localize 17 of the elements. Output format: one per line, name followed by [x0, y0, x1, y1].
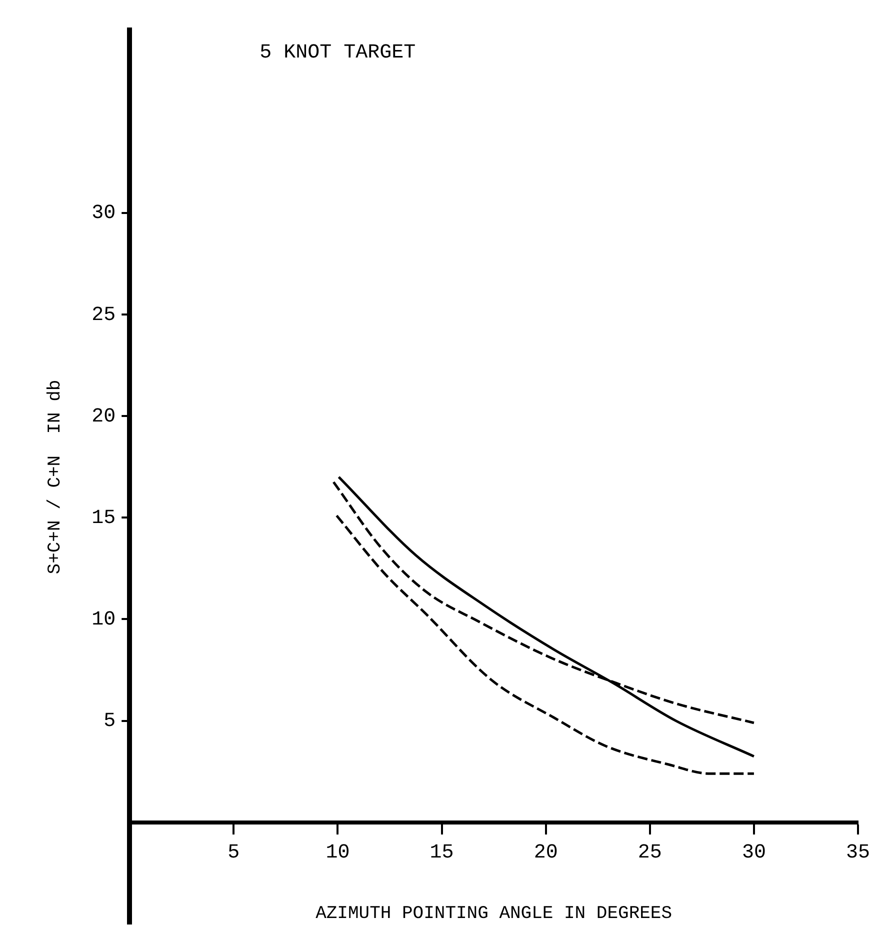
- x-tick-label: 5: [228, 842, 240, 865]
- x-tick-label: 20: [534, 842, 558, 865]
- y-tick-label: 10: [92, 608, 116, 632]
- x-tick-label: 35: [846, 842, 870, 865]
- text: 5 KNOT TARGET: [260, 41, 416, 64]
- x-tick-label: 30: [742, 842, 766, 865]
- y-tick-label: 30: [92, 202, 116, 226]
- line-series: [335, 514, 756, 775]
- x-tick-label: 15: [430, 842, 454, 865]
- y-tick-label: 20: [92, 405, 116, 428]
- x-axis-title: AZIMUTH POINTING ANGLE IN DEGREES: [316, 904, 672, 924]
- y-axis-title: S+C+N / C+N IN db: [46, 380, 66, 574]
- x-tick-label: 10: [326, 842, 350, 865]
- y-tick-label: 25: [92, 304, 116, 327]
- x-tick-label: 25: [638, 842, 662, 865]
- y-tick-label: 15: [92, 506, 116, 530]
- y-tick-label: 5: [104, 710, 116, 734]
